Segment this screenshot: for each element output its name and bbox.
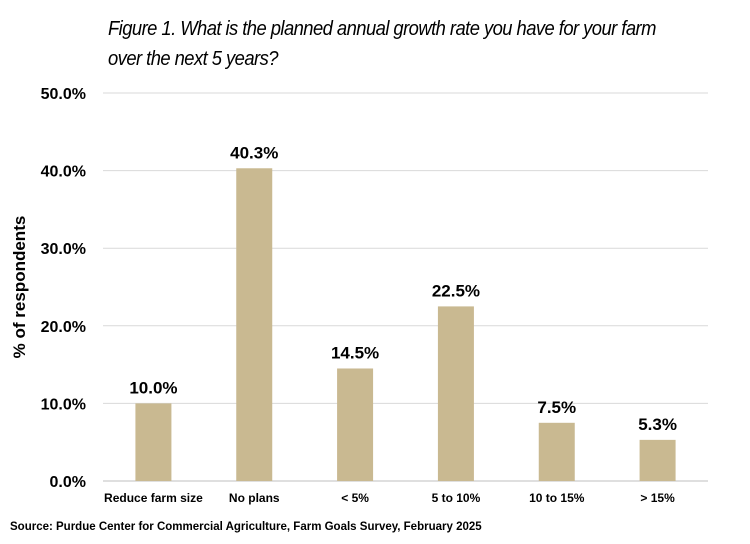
y-tick-label: 20.0% xyxy=(41,319,86,336)
data-label: 14.5% xyxy=(331,343,379,362)
y-tick-label: 40.0% xyxy=(41,164,86,181)
y-tick-label: 50.0% xyxy=(41,86,86,103)
source-note: Source: Purdue Center for Commercial Agr… xyxy=(10,521,482,533)
bar xyxy=(437,306,474,481)
x-tick-label: < 5% xyxy=(341,491,369,505)
bar xyxy=(337,368,374,481)
x-axis-ticks: Reduce farm size No plans < 5% 5 to 10% 10 t… xyxy=(104,491,675,505)
data-label: 22.5% xyxy=(432,281,480,300)
bar xyxy=(538,422,575,481)
data-label: 10.0% xyxy=(129,378,177,397)
x-tick-label: > 15% xyxy=(640,491,675,505)
y-axis-ticks: 0.0% 10.0% 20.0% 30.0% 40.0% 50.0% xyxy=(41,86,86,491)
x-tick-label: No plans xyxy=(229,491,280,505)
y-tick-label: 10.0% xyxy=(41,396,86,413)
y-axis-label: % of respondents xyxy=(10,216,29,359)
chart-title: Figure 1. What is the planned annual gro… xyxy=(108,18,656,70)
y-tick-label: 30.0% xyxy=(41,241,86,258)
data-label: 5.3% xyxy=(638,415,677,434)
x-tick-label: Reduce farm size xyxy=(104,491,203,505)
data-label: 7.5% xyxy=(537,398,576,417)
y-tick-label: 0.0% xyxy=(50,474,86,491)
data-label: 40.3% xyxy=(230,143,278,162)
x-tick-label: 5 to 10% xyxy=(432,491,481,505)
bar xyxy=(135,403,172,481)
x-tick-label: 10 to 15% xyxy=(529,491,585,505)
bars xyxy=(135,168,676,481)
gridlines xyxy=(103,92,708,482)
bar xyxy=(236,168,273,481)
bar-chart: 0.0% 10.0% 20.0% 30.0% 40.0% 50.0% 10.0% 40.3%… xyxy=(10,86,708,505)
data-labels: 10.0% 40.3% 14.5% 22.5% 7.5% 5.3% xyxy=(129,143,677,434)
bar xyxy=(639,439,676,481)
